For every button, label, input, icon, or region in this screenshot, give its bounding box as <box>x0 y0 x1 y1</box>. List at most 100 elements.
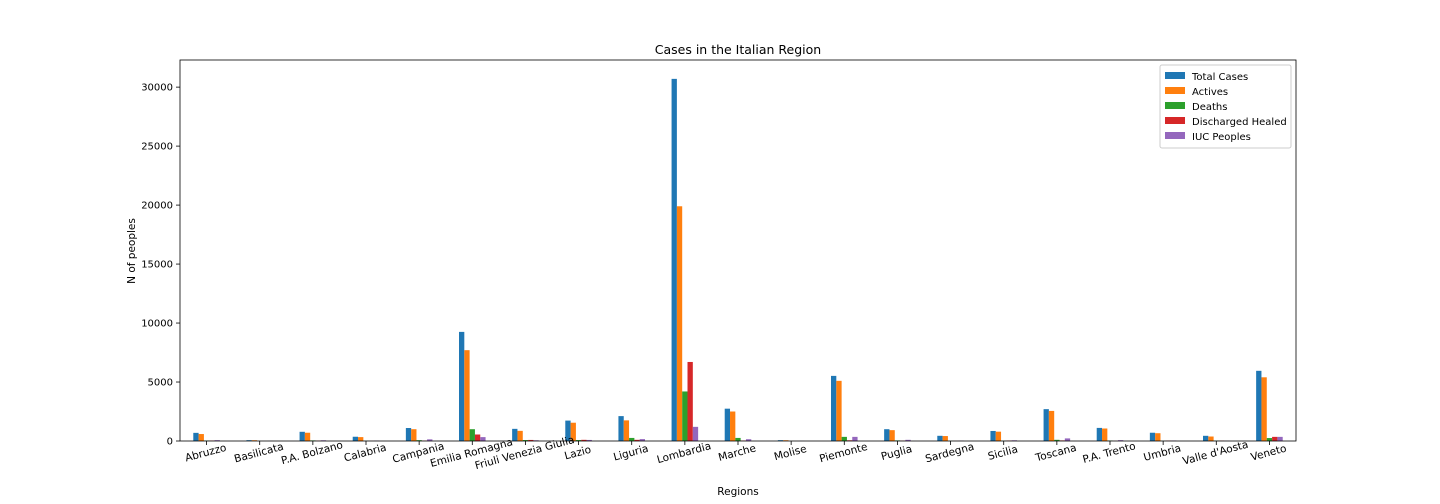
bar <box>629 437 635 441</box>
bar <box>1149 432 1156 441</box>
y-tick-label: 30000 <box>141 83 173 94</box>
y-axis-label: N of peoples <box>126 218 138 284</box>
y-tick-label: 25000 <box>141 142 173 153</box>
x-tick-label: Sardegna <box>924 441 976 466</box>
legend-swatch <box>1165 132 1185 139</box>
bar <box>623 420 630 441</box>
legend-swatch <box>1165 102 1185 109</box>
legend-label: Deaths <box>1192 102 1227 113</box>
x-tick-label: Lombardia <box>656 440 713 466</box>
bar <box>1266 438 1273 441</box>
bar <box>1043 409 1049 441</box>
x-tick-label: P.A. Bolzano <box>280 439 344 467</box>
bar <box>352 436 359 441</box>
plot-area-frame <box>179 59 1297 442</box>
bar <box>459 331 465 441</box>
bar <box>730 411 736 441</box>
legend-label: Total Cases <box>1191 72 1248 83</box>
x-tick-label: Sicilia <box>987 443 1020 462</box>
bar <box>682 391 688 441</box>
x-tick-label: Liguria <box>612 443 650 464</box>
x-tick-label: Umbria <box>1142 442 1182 463</box>
bar <box>852 436 858 441</box>
x-axis-label: Regions <box>717 486 758 498</box>
bar <box>671 78 677 442</box>
bar <box>634 439 640 441</box>
bar <box>1272 436 1278 441</box>
bar <box>528 439 534 441</box>
bar <box>1155 433 1161 441</box>
bar <box>469 429 475 441</box>
bar <box>676 206 683 441</box>
chart-title: Cases in the Italian Region <box>655 42 821 57</box>
y-tick-label: 20000 <box>141 201 173 212</box>
x-tick-label: Basilicata <box>233 441 285 466</box>
bar <box>1261 377 1267 441</box>
bar <box>565 420 571 441</box>
bar <box>1208 436 1214 441</box>
x-tick-label: Valle d'Aosta <box>1181 439 1249 468</box>
legend-label: Discharged Healed <box>1192 117 1287 128</box>
bar <box>831 375 837 441</box>
bar <box>246 440 252 441</box>
bar <box>937 435 943 441</box>
bar <box>1117 440 1124 441</box>
bar <box>735 437 741 441</box>
bar <box>724 408 731 441</box>
bar <box>942 436 948 441</box>
x-tick-label: Veneto <box>1249 443 1287 464</box>
bar <box>884 429 890 441</box>
bar <box>841 436 847 441</box>
bar <box>522 440 529 441</box>
x-tick-label: Abruzzo <box>184 442 228 465</box>
legend-swatch <box>1165 87 1185 94</box>
x-tick-label: Molise <box>773 443 808 463</box>
bar <box>990 430 996 441</box>
x-tick-label: Toscana <box>1033 442 1077 465</box>
x-tick-label: Puglia <box>880 443 914 463</box>
legend-box <box>1159 64 1292 149</box>
bar <box>517 430 523 441</box>
legend: Total Cases Actives Deaths Discharged Heale… <box>1159 64 1292 149</box>
y-tick-label: 10000 <box>141 319 173 330</box>
bar <box>618 416 624 441</box>
bar <box>570 422 576 441</box>
bar <box>1054 439 1060 441</box>
bars-group <box>193 78 1283 442</box>
bar <box>692 426 699 441</box>
x-tick-label: Calabria <box>343 442 388 465</box>
bar <box>1048 410 1055 441</box>
bar <box>427 439 433 441</box>
bar <box>745 439 752 441</box>
bar <box>1256 370 1262 441</box>
x-tick-label: Piemonte <box>818 441 869 465</box>
bar <box>1064 438 1071 441</box>
bar <box>405 428 412 441</box>
legend-label: IUC Peoples <box>1192 132 1251 143</box>
bar <box>474 434 481 441</box>
bar <box>889 430 895 441</box>
bar <box>193 432 199 441</box>
bar <box>586 439 592 441</box>
bar <box>480 437 486 441</box>
bar <box>358 437 364 441</box>
legend-swatch <box>1165 117 1185 124</box>
bar <box>836 380 842 441</box>
bar <box>411 429 417 441</box>
bar <box>1102 428 1108 441</box>
bar <box>1203 435 1209 441</box>
y-axis-ticks: 0 5000 10000 15000 20000 25000 30000 <box>141 83 180 448</box>
bar <box>995 431 1002 441</box>
bar <box>575 440 582 441</box>
bar <box>304 432 311 441</box>
bar <box>1277 436 1283 441</box>
bar <box>512 428 518 441</box>
bar <box>464 350 470 441</box>
bar <box>687 361 693 441</box>
x-tick-label: P.A. Trento <box>1081 440 1137 466</box>
bar <box>581 439 587 441</box>
bar <box>1096 427 1103 441</box>
bar <box>299 431 305 441</box>
